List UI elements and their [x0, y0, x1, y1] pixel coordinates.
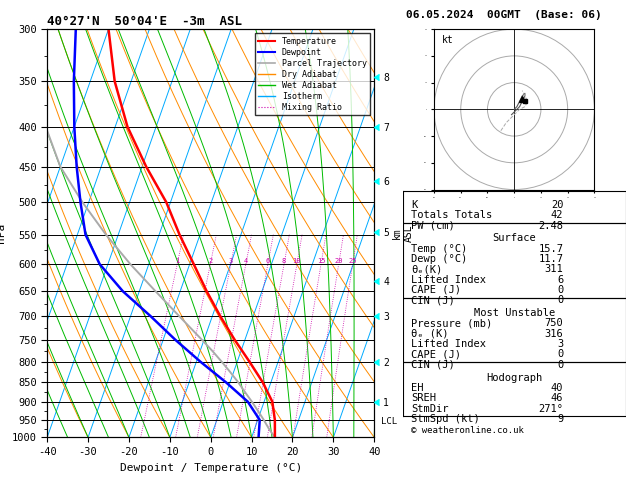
Text: 0: 0 — [557, 295, 564, 305]
Text: 6: 6 — [265, 258, 270, 264]
Text: Lifted Index: Lifted Index — [411, 275, 486, 285]
Text: Pressure (mb): Pressure (mb) — [411, 318, 493, 329]
Legend: Temperature, Dewpoint, Parcel Trajectory, Dry Adiabat, Wet Adiabat, Isotherm, Mi: Temperature, Dewpoint, Parcel Trajectory… — [255, 34, 370, 116]
Text: 316: 316 — [545, 329, 564, 339]
Text: © weatheronline.co.uk: © weatheronline.co.uk — [411, 426, 525, 435]
Text: EH: EH — [411, 383, 424, 393]
Text: Temp (°C): Temp (°C) — [411, 243, 468, 254]
Text: 271°: 271° — [538, 403, 564, 414]
Text: 20: 20 — [551, 200, 564, 210]
Text: CIN (J): CIN (J) — [411, 295, 455, 305]
Text: 0: 0 — [557, 360, 564, 370]
Text: Totals Totals: Totals Totals — [411, 210, 493, 220]
Text: 9: 9 — [557, 414, 564, 424]
Y-axis label: km
ASL: km ASL — [392, 225, 413, 242]
Text: Most Unstable: Most Unstable — [474, 308, 555, 318]
Text: 15.7: 15.7 — [538, 243, 564, 254]
Text: 40°27'N  50°04'E  -3m  ASL: 40°27'N 50°04'E -3m ASL — [47, 15, 242, 28]
Text: 311: 311 — [545, 264, 564, 274]
Text: StmSpd (kt): StmSpd (kt) — [411, 414, 481, 424]
Text: 20: 20 — [335, 258, 343, 264]
Text: 46: 46 — [551, 393, 564, 403]
Text: 25: 25 — [348, 258, 357, 264]
Text: Hodograph: Hodograph — [486, 373, 542, 382]
Text: LCL: LCL — [381, 417, 398, 426]
Text: PW (cm): PW (cm) — [411, 221, 455, 230]
X-axis label: Dewpoint / Temperature (°C): Dewpoint / Temperature (°C) — [120, 463, 302, 473]
Text: 10: 10 — [292, 258, 301, 264]
Text: CAPE (J): CAPE (J) — [411, 349, 462, 360]
Text: 2.48: 2.48 — [538, 221, 564, 230]
Text: θₑ (K): θₑ (K) — [411, 329, 449, 339]
Text: θₑ(K): θₑ(K) — [411, 264, 443, 274]
Text: 15: 15 — [317, 258, 325, 264]
Text: CIN (J): CIN (J) — [411, 360, 455, 370]
Text: 750: 750 — [545, 318, 564, 329]
Text: 3: 3 — [228, 258, 233, 264]
Text: 0: 0 — [557, 349, 564, 360]
Text: kt: kt — [442, 35, 454, 45]
Text: 40: 40 — [551, 383, 564, 393]
Text: 2: 2 — [208, 258, 213, 264]
Text: CAPE (J): CAPE (J) — [411, 285, 462, 295]
Text: 8: 8 — [282, 258, 286, 264]
Text: 11.7: 11.7 — [538, 254, 564, 264]
Text: SREH: SREH — [411, 393, 437, 403]
Text: Surface: Surface — [493, 233, 536, 243]
Text: StmDir: StmDir — [411, 403, 449, 414]
Text: K: K — [411, 200, 418, 210]
Text: 1: 1 — [175, 258, 179, 264]
Text: Dewp (°C): Dewp (°C) — [411, 254, 468, 264]
Text: 42: 42 — [551, 210, 564, 220]
Text: 6: 6 — [557, 275, 564, 285]
Y-axis label: hPa: hPa — [0, 223, 6, 243]
Text: 0: 0 — [557, 285, 564, 295]
Text: 3: 3 — [557, 339, 564, 349]
Text: 06.05.2024  00GMT  (Base: 06): 06.05.2024 00GMT (Base: 06) — [406, 10, 601, 19]
Text: Lifted Index: Lifted Index — [411, 339, 486, 349]
Text: 4: 4 — [243, 258, 248, 264]
